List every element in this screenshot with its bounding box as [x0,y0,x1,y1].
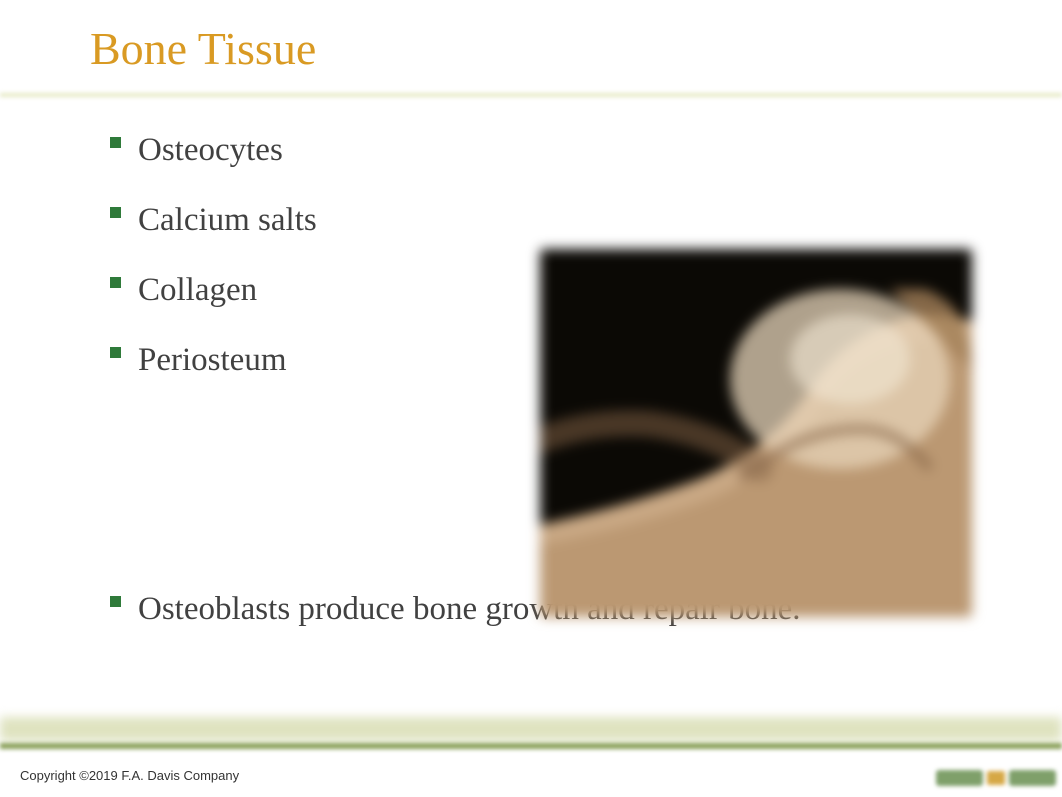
copyright-text: Copyright ©2019 F.A. Davis Company [20,768,239,783]
bottom-divider [0,743,1062,749]
next-slide-button[interactable] [1009,770,1056,786]
slide: Bone Tissue Osteocytes Calcium salts Col… [0,0,1062,797]
slide-title: Bone Tissue [0,0,1062,75]
bone-image-placeholder [540,249,972,617]
slide-nav [936,765,1056,791]
list-item: Periosteum [110,337,490,385]
list-item: Collagen [110,267,490,315]
bottom-band [0,717,1062,741]
bone-image-svg [540,249,972,617]
bullet-text: Periosteum [138,342,286,378]
slide-body: Osteocytes Calcium salts Collagen Perios… [0,97,1062,797]
list-item: Osteocytes [110,127,490,175]
prev-slide-button[interactable] [936,770,983,786]
slide-index-indicator [987,771,1005,785]
bullet-text: Calcium salts [138,202,317,238]
bullet-text: Osteocytes [138,132,283,168]
bullet-text: Collagen [138,272,257,308]
list-item: Calcium salts [110,197,490,245]
